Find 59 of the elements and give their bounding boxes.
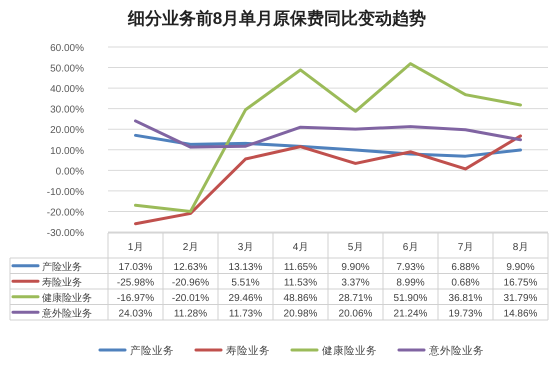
data-label: 21.24% [394, 308, 428, 320]
text: 产险业务 [130, 345, 174, 357]
x-tick-label: 1月 [128, 242, 144, 253]
y-tick-label: 20.00% [50, 125, 84, 136]
x-tick-label: 8月 [512, 242, 528, 253]
data-label: 9.90% [341, 262, 370, 273]
data-label: 9.90% [506, 262, 535, 273]
data-label: 0.68% [451, 277, 480, 288]
data-label: 11.53% [284, 277, 318, 288]
legend-label: 健康险业务 [42, 292, 92, 304]
text: 意外险业务 [429, 345, 484, 357]
data-label: 48.86% [284, 292, 318, 304]
data-label: 20.06% [338, 308, 373, 320]
data-label: 16.75% [504, 277, 538, 288]
chart-title: 细分业务前8月单月原保费同比变动趋势 [126, 9, 426, 28]
data-label: -16.97% [116, 292, 154, 304]
legend-label: 意外险业务 [41, 307, 92, 320]
data-label: -20.01% [172, 292, 210, 304]
data-label: 29.46% [228, 292, 263, 304]
data-label: 31.79% [504, 292, 538, 304]
data-label: 13.13% [228, 262, 263, 273]
data-label: 11.28% [174, 308, 208, 320]
x-tick-label: 3月 [238, 242, 254, 253]
data-label: 20.98% [284, 308, 318, 320]
data-label: 19.73% [448, 308, 483, 320]
y-tick-label: 40.00% [50, 84, 84, 96]
data-label: 14.86% [504, 308, 538, 320]
legend-label: 寿险业务 [42, 276, 82, 288]
x-tick-label: 7月 [458, 242, 474, 253]
y-tick-label: 10.00% [50, 146, 84, 157]
data-label: 12.63% [174, 262, 208, 273]
y-tick-label: -30.00% [46, 228, 84, 239]
y-tick-label: 0.00% [56, 166, 84, 178]
data-label: 5.51% [231, 277, 260, 288]
text: 健康险业务 [322, 345, 377, 357]
data-label: 51.90% [394, 292, 428, 304]
x-tick-label: 2月 [182, 242, 198, 253]
data-label: 36.81% [448, 292, 483, 304]
y-tick-label: -10.00% [46, 186, 84, 198]
data-label: 8.99% [396, 277, 425, 288]
x-tick-label: 4月 [292, 242, 308, 253]
data-label: 6.88% [451, 262, 480, 273]
data-label: -20.96% [172, 277, 210, 288]
y-tick-label: -20.00% [46, 207, 84, 218]
data-label: 11.73% [228, 308, 262, 320]
text: 寿险业务 [226, 345, 270, 357]
x-tick-label: 5月 [348, 242, 364, 253]
data-label: 3.37% [341, 277, 370, 288]
data-label: 24.03% [118, 308, 153, 320]
x-tick-label: 6月 [402, 242, 418, 253]
y-tick-label: 60.00% [50, 43, 84, 54]
legend-label: 产险业务 [42, 260, 82, 273]
y-tick-label: 30.00% [50, 104, 84, 116]
y-tick-label: 50.00% [50, 64, 84, 75]
data-label: 17.03% [118, 262, 153, 273]
data-label: 7.93% [396, 262, 425, 273]
data-label: 11.65% [284, 262, 318, 273]
data-label: -25.98% [116, 277, 154, 288]
data-label: 28.71% [338, 292, 373, 304]
